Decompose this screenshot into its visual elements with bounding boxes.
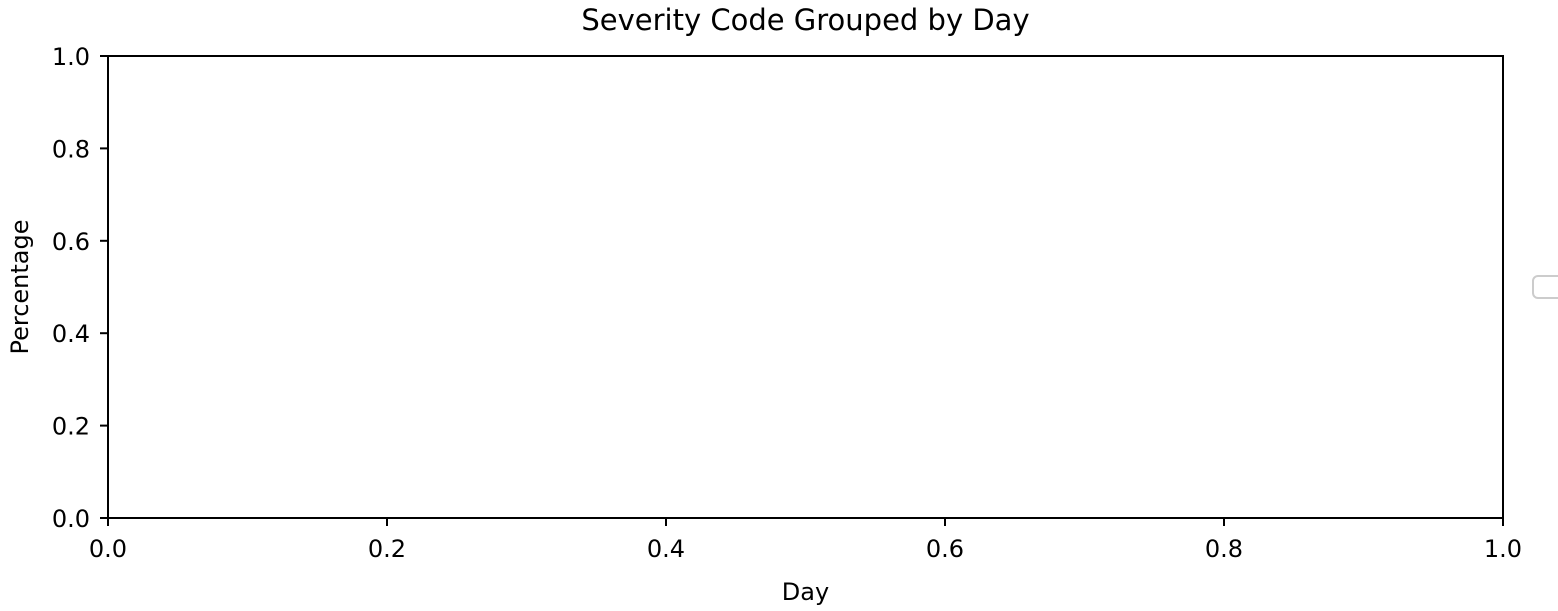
y-tick-label: 0.8 xyxy=(52,135,90,163)
y-tick-label: 0.4 xyxy=(52,320,90,348)
plot-area xyxy=(107,55,1504,519)
x-axis: 0.0 0.2 0.4 0.6 0.8 1.0 xyxy=(89,518,1522,563)
y-tick-label: 0.2 xyxy=(52,413,90,441)
legend-frame xyxy=(1532,275,1558,299)
y-tick-label: 0.0 xyxy=(52,505,90,533)
x-tick-label: 0.2 xyxy=(368,535,406,563)
y-axis: 0.0 0.2 0.4 0.6 0.8 1.0 xyxy=(52,43,108,533)
y-tick-label: 1.0 xyxy=(52,43,90,71)
y-tick-label: 0.6 xyxy=(52,228,90,256)
x-tick-label: 0.8 xyxy=(1205,535,1243,563)
chart-title: Severity Code Grouped by Day xyxy=(581,3,1029,37)
x-tick-label: 0.6 xyxy=(926,535,964,563)
legend xyxy=(1532,275,1558,299)
y-axis-label: Percentage xyxy=(6,219,34,354)
x-tick-label: 0.0 xyxy=(89,535,127,563)
x-tick-label: 1.0 xyxy=(1484,535,1522,563)
x-axis-label: Day xyxy=(782,578,829,606)
x-tick-label: 0.4 xyxy=(647,535,685,563)
